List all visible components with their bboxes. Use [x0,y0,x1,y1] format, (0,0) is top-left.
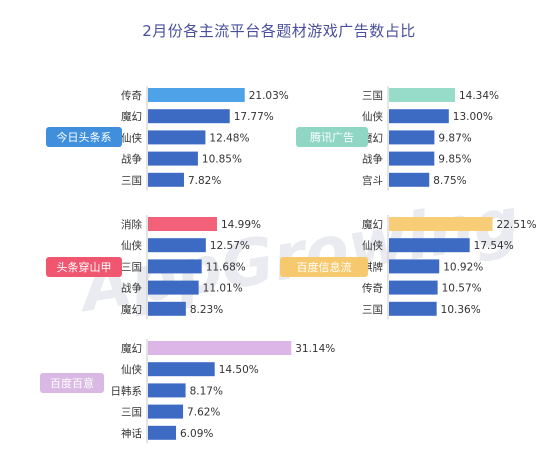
bar [389,280,438,295]
platform-badge [296,127,368,147]
bar [148,130,206,145]
category-label: 仙侠 [362,239,383,252]
platform-badge-label: 头条穿山甲 [57,260,112,274]
value-label: 10.57% [442,283,482,295]
chart-panel: 传奇 21.03% 魔幻 17.77% 仙侠 12.48% 战争 10.85% 三国 7.82% 今… [46,86,289,191]
value-label: 17.77% [234,111,274,123]
bar [148,404,184,419]
chart-title: 2月份各主流平台各题材游戏广告数占比 [142,22,416,40]
value-label: 10.85% [202,154,242,166]
bar [389,217,493,231]
value-label: 9.87% [438,132,471,144]
category-label: 仙侠 [121,131,142,144]
category-label: 三国 [121,175,142,187]
bar [148,280,199,295]
platform-badge-label: 今日头条系 [57,130,112,144]
category-label: 宫斗 [362,174,383,187]
bar [148,88,245,102]
chart-panel: 三国 14.34%仙侠 13.00%魔幻 9.87%战争 9.85%宫斗 8.75%腾讯广… [296,86,499,191]
platform-badge [280,257,368,277]
value-label: 11.68% [206,261,246,273]
category-label: 三国 [362,304,383,316]
bar [148,341,292,355]
bar [148,151,198,166]
value-label: 6.09% [180,428,213,440]
bar [148,109,230,124]
category-label: 传奇 [362,282,383,295]
value-label: 7.82% [188,175,221,187]
value-label: 7.62% [187,407,220,419]
category-label: 战争 [121,153,142,166]
bar [148,362,215,377]
bar [389,109,449,124]
value-label: 8.75% [433,175,466,187]
value-label: 21.03% [249,90,289,102]
bar [389,151,435,166]
category-label: 消除 [121,218,142,231]
category-label: 仙侠 [121,363,142,376]
bar [148,217,217,231]
bar [389,172,430,187]
platform-badge-label: 百度信息流 [297,260,352,274]
value-label: 10.36% [441,304,481,316]
chart-panel: 魔幻 22.51%仙侠 17.54%棋牌 10.92%传奇 10.57%三国 10.36%… [280,215,537,320]
value-label: 13.00% [453,111,493,123]
category-label: 三国 [362,90,383,102]
platform-badge [46,257,122,277]
bar [148,238,206,253]
bar [389,259,440,274]
category-label: 三国 [121,261,142,273]
bar [389,238,470,253]
category-label: 仙侠 [362,110,383,123]
category-label: 魔幻 [121,342,142,355]
platform-badge [46,127,122,147]
platform-badge [40,373,104,393]
value-label: 31.14% [295,343,335,355]
bar [148,172,184,187]
category-label: 传奇 [121,89,142,102]
bar [148,425,177,440]
category-label: 魔幻 [362,218,383,231]
value-label: 11.01% [203,283,243,295]
category-label: 魔幻 [121,303,142,316]
chart-panel: 魔幻 31.14% 仙侠 14.50% 日韩系 8.17% 三国 7.62% 神话 6.09% 百度… [40,339,335,444]
bar [389,301,437,316]
category-label: 日韩系 [111,384,143,397]
value-label: 8.17% [190,385,223,397]
category-label: 神话 [121,427,142,440]
category-label: 战争 [362,153,383,166]
value-label: 14.34% [459,90,499,102]
value-label: 14.99% [221,219,261,231]
bar [148,259,202,274]
category-label: 仙侠 [121,239,142,252]
platform-badge-label: 腾讯广告 [310,130,354,144]
value-label: 14.50% [219,364,259,376]
value-label: 12.48% [209,132,249,144]
bar [148,301,186,316]
category-label: 战争 [121,282,142,295]
category-label: 魔幻 [121,110,142,123]
value-label: 17.54% [474,240,514,252]
chart-panel: 消除 14.99% 仙侠 12.57% 三国 11.68% 战争 11.01% 魔幻 8.23% 头… [46,215,261,320]
bar [389,88,455,102]
bar [148,383,186,398]
category-label: 三国 [121,407,142,419]
value-label: 22.51% [497,219,537,231]
bar [389,130,435,145]
value-label: 12.57% [210,240,250,252]
platform-badge-label: 百度百意 [50,376,94,390]
value-label: 8.23% [190,304,223,316]
value-label: 9.85% [438,154,471,166]
value-label: 10.92% [443,261,483,273]
